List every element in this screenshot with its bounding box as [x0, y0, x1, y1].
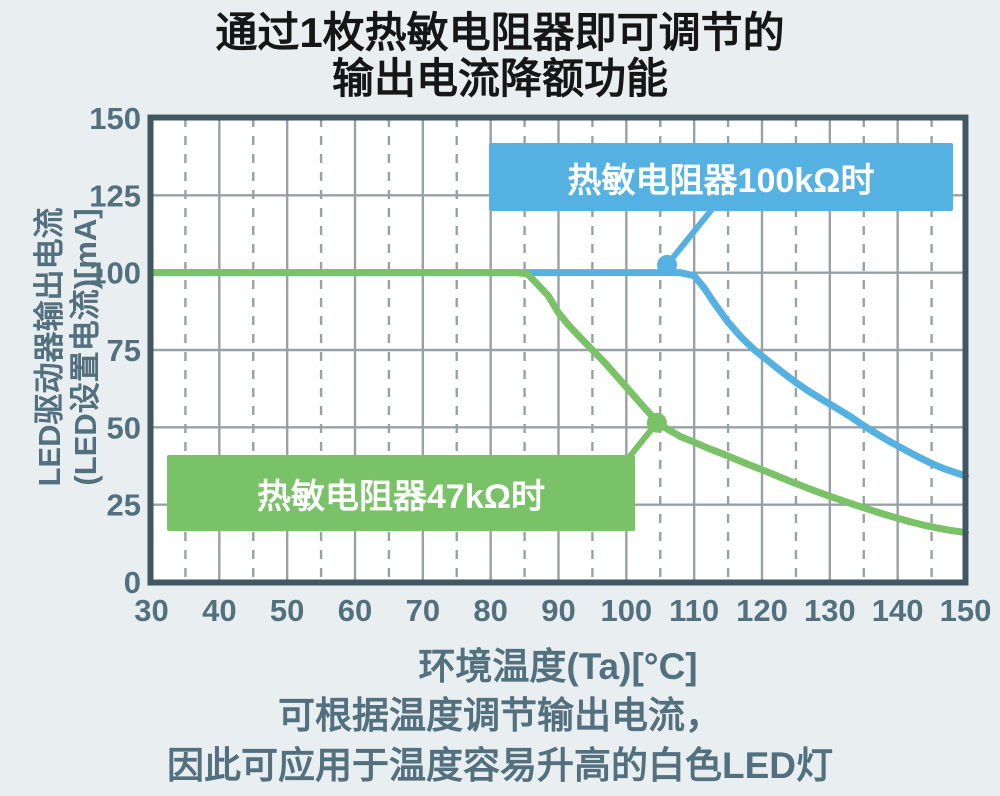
y-tick-label: 25 [107, 488, 141, 523]
plot-border [147, 114, 969, 586]
y-axis-title: LED驱动器输出电流 (LED设置电流)[mA] [32, 47, 104, 647]
series-line-47k [148, 269, 969, 537]
y-axis-title-line1: LED驱动器输出电流 [32, 207, 67, 487]
x-tick-label: 150 [940, 593, 992, 628]
caption: 可根据温度调节输出电流， 因此可应用于温度容易升高的白色LED灯 [0, 691, 1000, 791]
x-axis-title: 环境温度(Ta)[°C] [418, 646, 698, 687]
x-tick-label: 40 [202, 593, 236, 628]
x-tick-label: 70 [406, 593, 440, 628]
y-tick-label: 125 [89, 178, 141, 213]
x-tick-label: 90 [541, 593, 575, 628]
callout-47k-label: 热敏电阻器47kΩ时 [257, 477, 545, 516]
callout-connector-100k [664, 204, 717, 268]
caption-line2: 因此可应用于温度容易升高的白色LED灯 [167, 745, 833, 786]
callout-100k: 热敏电阻器100kΩ时 [489, 143, 953, 211]
x-tick-label: 110 [669, 593, 719, 628]
x-tick-label: 30 [134, 593, 168, 628]
y-axis-title-line2: (LED设置电流)[mA] [68, 208, 103, 486]
marker-dot-47k [646, 412, 667, 433]
chart-title: 通过1枚热敏电阻器即可调节的 输出电流降额功能 [0, 10, 1000, 102]
x-tick-label: 100 [600, 593, 652, 628]
y-tick-label: 50 [107, 410, 141, 445]
y-tick-label: 150 [89, 101, 141, 136]
x-tick-label: 140 [872, 593, 924, 628]
x-tick-label: 50 [270, 593, 304, 628]
callout-100k-label: 热敏电阻器100kΩ时 [567, 161, 875, 200]
y-tick-label: 0 [124, 565, 141, 600]
series-line-100k [148, 269, 969, 480]
y-tick-label: 100 [89, 256, 141, 291]
callout-47k: 热敏电阻器47kΩ时 [167, 455, 635, 531]
marker-dot-100k [657, 254, 678, 275]
x-tick-label: 80 [473, 593, 507, 628]
x-tick-label: 130 [804, 593, 856, 628]
caption-line1: 可根据温度调节输出电流， [278, 695, 722, 736]
x-tick-label: 120 [736, 593, 788, 628]
y-tick-label: 75 [107, 333, 141, 368]
chart-title-line2: 输出电流降额功能 [331, 55, 668, 102]
x-tick-label: 60 [338, 593, 372, 628]
chart-title-line1: 通过1枚热敏电阻器即可调节的 [215, 9, 785, 56]
